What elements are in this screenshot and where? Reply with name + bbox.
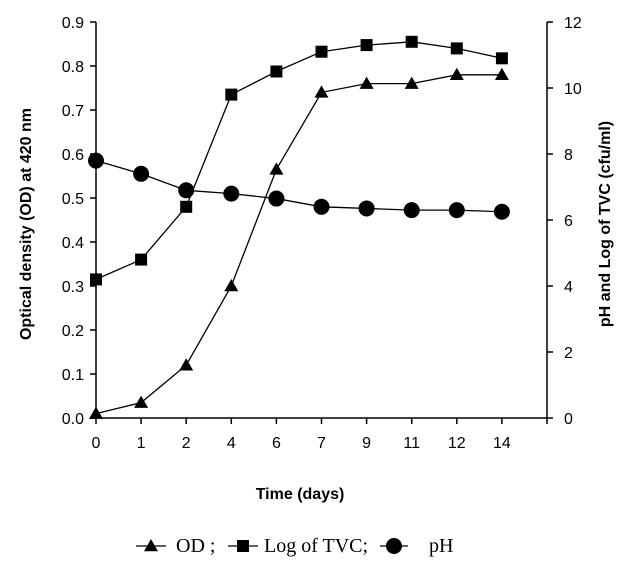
y-right-tick-label: 0	[564, 411, 573, 428]
data-point-ph	[88, 152, 104, 169]
y-left-tick-label: 0.2	[62, 323, 84, 340]
y-left-tick-label: 0.9	[62, 15, 84, 32]
y-right-tick-label: 2	[564, 345, 573, 362]
x-tick-label: 2	[182, 435, 191, 452]
y-left-tick-label: 0.0	[62, 411, 84, 428]
legend-label: pH	[429, 535, 453, 557]
tick-labels: 0.00.10.20.30.40.50.60.70.80.90246810120…	[62, 15, 582, 452]
x-axis-title: Time (days)	[256, 486, 345, 503]
legend-item: Log of TVC;	[228, 535, 368, 557]
y-right-tick-label: 12	[564, 15, 582, 32]
data-point-ph	[223, 185, 240, 202]
data-point-od	[134, 395, 149, 408]
data-point-log-of-tvc	[270, 65, 283, 78]
x-tick-label: 0	[92, 435, 101, 452]
x-tick-label: 12	[448, 435, 466, 452]
y-left-tick-label: 0.5	[62, 191, 84, 208]
y-left-tick-label: 0.1	[62, 367, 84, 384]
y-axis-left-title: Optical density (OD) at 420 nm	[18, 108, 35, 340]
data-point-ph	[358, 200, 375, 217]
x-tick-label: 9	[362, 435, 371, 452]
data-point-log-of-tvc	[135, 253, 148, 266]
data-point-od	[224, 279, 239, 292]
data-point-od	[449, 67, 464, 81]
data-point-od	[494, 67, 509, 81]
data-point-ph	[403, 202, 420, 219]
y-right-tick-label: 6	[564, 213, 573, 230]
x-tick-label: 6	[272, 435, 281, 452]
series-log-of-tvc	[90, 35, 508, 286]
legend-marker-triangle	[144, 539, 158, 552]
x-tick-label: 1	[137, 435, 146, 452]
legend-item: pH	[380, 535, 453, 557]
y-left-tick-label: 0.8	[62, 59, 84, 76]
data-point-log-of-tvc	[405, 35, 418, 48]
legend: OD ; Log of TVC; pH	[136, 535, 453, 557]
legend-marker-circle	[386, 538, 402, 554]
data-point-log-of-tvc	[90, 273, 102, 286]
data-point-ph	[268, 190, 285, 207]
data-point-od	[359, 76, 374, 89]
y-left-tick-label: 0.7	[62, 103, 84, 120]
series-layer	[88, 35, 510, 419]
y-right-tick-label: 8	[564, 147, 573, 164]
x-tick-label: 11	[403, 435, 420, 452]
y-left-tick-label: 0.4	[62, 235, 84, 252]
data-point-ph	[133, 165, 150, 182]
data-point-od	[404, 76, 419, 89]
series-line-log-of-tvc	[95, 41, 503, 280]
data-point-log-of-tvc	[180, 200, 193, 213]
y-axis-right-title: pH and Log of TVC (cfu/ml)	[597, 121, 614, 327]
x-tick-label: 4	[227, 435, 236, 452]
y-right-tick-label: 10	[564, 81, 582, 98]
x-tick-label: 14	[493, 435, 511, 452]
data-point-od	[314, 85, 329, 98]
data-point-log-of-tvc	[360, 39, 373, 52]
legend-item: OD ;	[136, 535, 215, 557]
series-line-od	[95, 74, 502, 415]
series-line-ph	[95, 159, 502, 213]
axes	[90, 21, 553, 424]
data-point-log-of-tvc	[315, 45, 328, 58]
data-point-log-of-tvc	[450, 42, 463, 55]
data-point-od	[89, 406, 103, 419]
y-left-tick-label: 0.3	[62, 279, 84, 296]
x-tick-label: 7	[317, 435, 326, 452]
series-ph	[88, 152, 510, 220]
data-point-ph	[178, 182, 195, 199]
legend-label: Log of TVC;	[264, 535, 368, 557]
data-point-ph	[313, 198, 330, 215]
legend-marker-square	[237, 540, 249, 552]
legend-label: OD ;	[176, 535, 215, 557]
data-point-ph	[448, 202, 465, 219]
y-left-tick-label: 0.6	[62, 147, 84, 164]
y-right-tick-label: 4	[564, 279, 573, 296]
series-od	[89, 67, 509, 419]
data-point-od	[179, 358, 194, 371]
data-point-od	[269, 162, 284, 175]
data-point-ph	[493, 203, 510, 220]
data-point-log-of-tvc	[225, 88, 238, 101]
data-point-log-of-tvc	[495, 52, 508, 65]
